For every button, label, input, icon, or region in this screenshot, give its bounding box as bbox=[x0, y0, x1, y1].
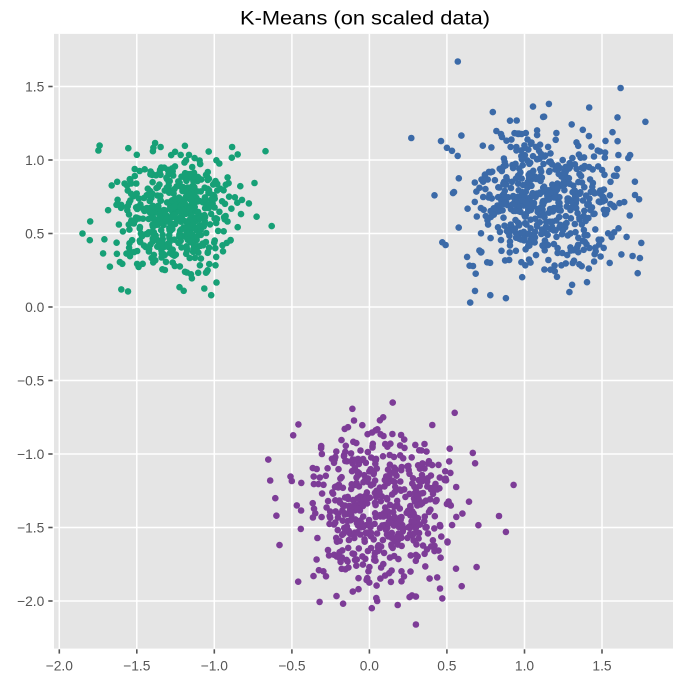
svg-text:−1.0: −1.0 bbox=[17, 447, 45, 462]
svg-text:K-Means (on scaled data): K-Means (on scaled data) bbox=[240, 8, 490, 30]
svg-text:−0.5: −0.5 bbox=[278, 659, 306, 674]
svg-text:1.0: 1.0 bbox=[25, 153, 45, 168]
svg-text:0.5: 0.5 bbox=[25, 226, 45, 241]
svg-text:−1.0: −1.0 bbox=[201, 659, 229, 674]
svg-text:−2.0: −2.0 bbox=[17, 594, 45, 609]
svg-text:0.0: 0.0 bbox=[25, 300, 45, 315]
svg-text:−1.5: −1.5 bbox=[123, 659, 151, 674]
svg-text:−1.5: −1.5 bbox=[17, 520, 45, 535]
svg-text:−0.5: −0.5 bbox=[17, 373, 45, 388]
svg-text:0.0: 0.0 bbox=[360, 659, 380, 674]
svg-text:1.0: 1.0 bbox=[515, 659, 535, 674]
svg-text:0.5: 0.5 bbox=[437, 659, 457, 674]
svg-text:−2.0: −2.0 bbox=[46, 659, 74, 674]
svg-text:1.5: 1.5 bbox=[25, 79, 45, 94]
svg-text:1.5: 1.5 bbox=[592, 659, 612, 674]
